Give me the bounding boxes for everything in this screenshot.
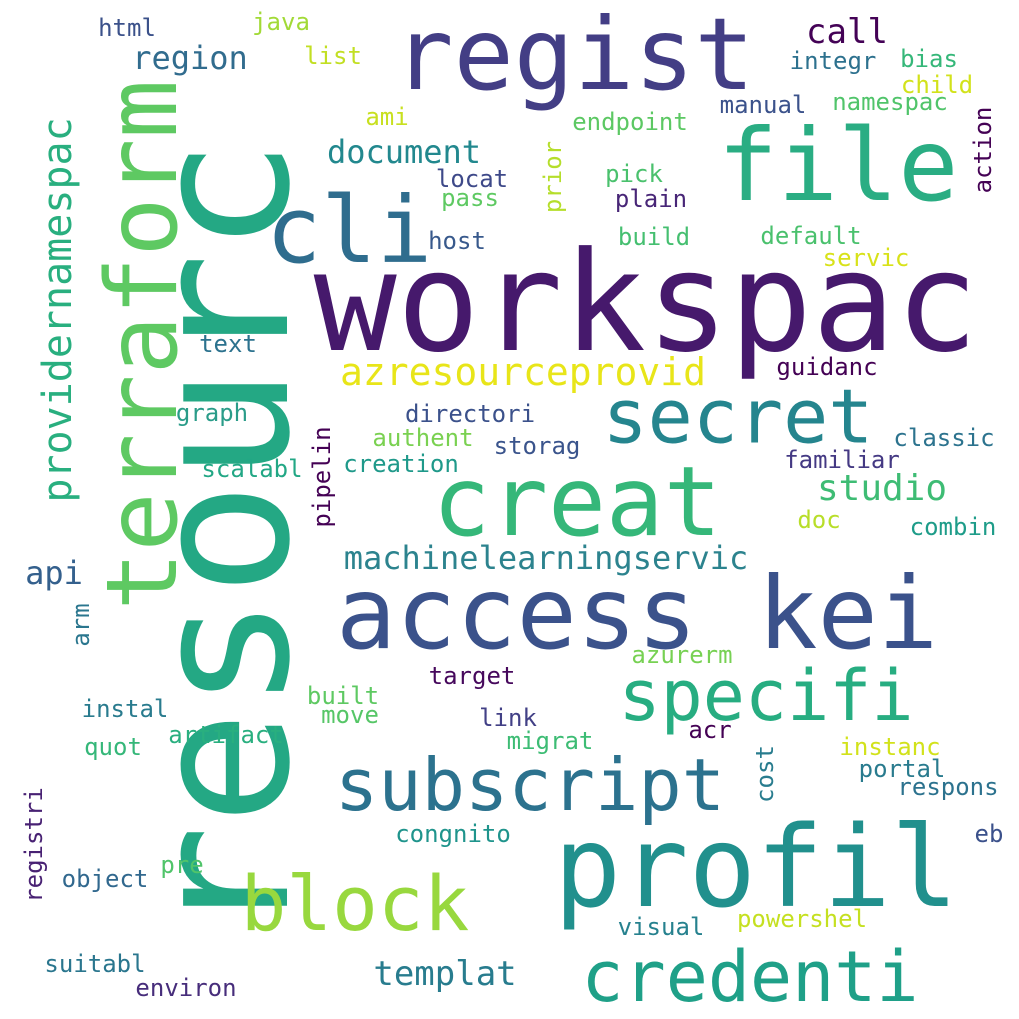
word: pre [160,851,204,879]
word: scalabl [201,455,303,483]
word: terraform [86,79,200,611]
word: pick [605,160,663,188]
word: list [304,42,362,70]
word: regist [393,0,755,113]
word: portal [858,755,946,783]
word: pipelin [308,426,336,528]
word: powershel [736,905,868,933]
word: respons [897,773,999,801]
word: access kei [335,555,939,672]
word: azurerm [631,641,733,669]
word: storag [493,432,581,460]
word: familiar [784,446,900,474]
word: text [199,330,257,358]
word: acr [688,716,732,744]
word: classic [893,424,995,452]
word: region [132,39,248,77]
word: endpoint [572,108,688,136]
word: specifi [618,655,914,737]
word: block [240,859,470,948]
word: html [98,14,156,42]
word: templat [373,954,517,994]
word: workspac [313,222,979,383]
word: cost [751,745,779,803]
word: built [306,682,380,710]
word: api [25,554,83,592]
word: cli [265,177,433,284]
word: document [326,133,482,171]
word: studio [816,468,948,509]
word: manual [719,91,807,119]
word: host [428,227,486,255]
word: arm [67,603,95,647]
word: creation [343,450,459,478]
word: call [806,12,888,52]
word: graph [175,399,249,427]
word: quot [84,733,142,761]
word: congnito [395,820,511,848]
word: migrat [506,727,594,755]
word: visual [617,913,705,941]
word: plain [614,185,688,213]
word: instal [81,695,169,723]
word: move [321,701,379,729]
word: bias [900,45,958,73]
word: target [428,662,516,690]
word: environ [135,974,237,1002]
word: profil [553,803,959,933]
word: instanc [839,733,941,761]
word: registri [20,787,48,903]
word: creat [432,446,722,558]
word: providernamespac [35,117,81,503]
word: authent [372,424,474,452]
word: child [900,71,974,99]
word: suitabl [44,950,146,978]
word: default [760,222,862,250]
word: subscript [334,743,726,827]
word: doc [797,506,841,534]
word: object [61,865,149,893]
word: build [617,223,691,251]
word: combin [909,513,997,541]
word: action [969,106,997,194]
word: namespac [832,88,948,116]
word: file [717,107,959,224]
word: artifact [168,721,284,749]
word: pass [441,184,499,212]
word: prior [539,140,567,214]
word: integr [789,47,877,75]
word: eb [974,820,1004,848]
word: servic [822,244,910,272]
word: java [252,8,310,36]
word: ami [365,103,409,131]
word: guidanc [776,353,878,381]
word: directori [404,400,536,428]
word: link [479,704,537,732]
word: credenti [581,936,919,1018]
word: locat [435,165,509,193]
word: secret [602,372,874,461]
word: azresourceprovid [339,350,707,394]
word: machinelearningservic [343,539,749,577]
